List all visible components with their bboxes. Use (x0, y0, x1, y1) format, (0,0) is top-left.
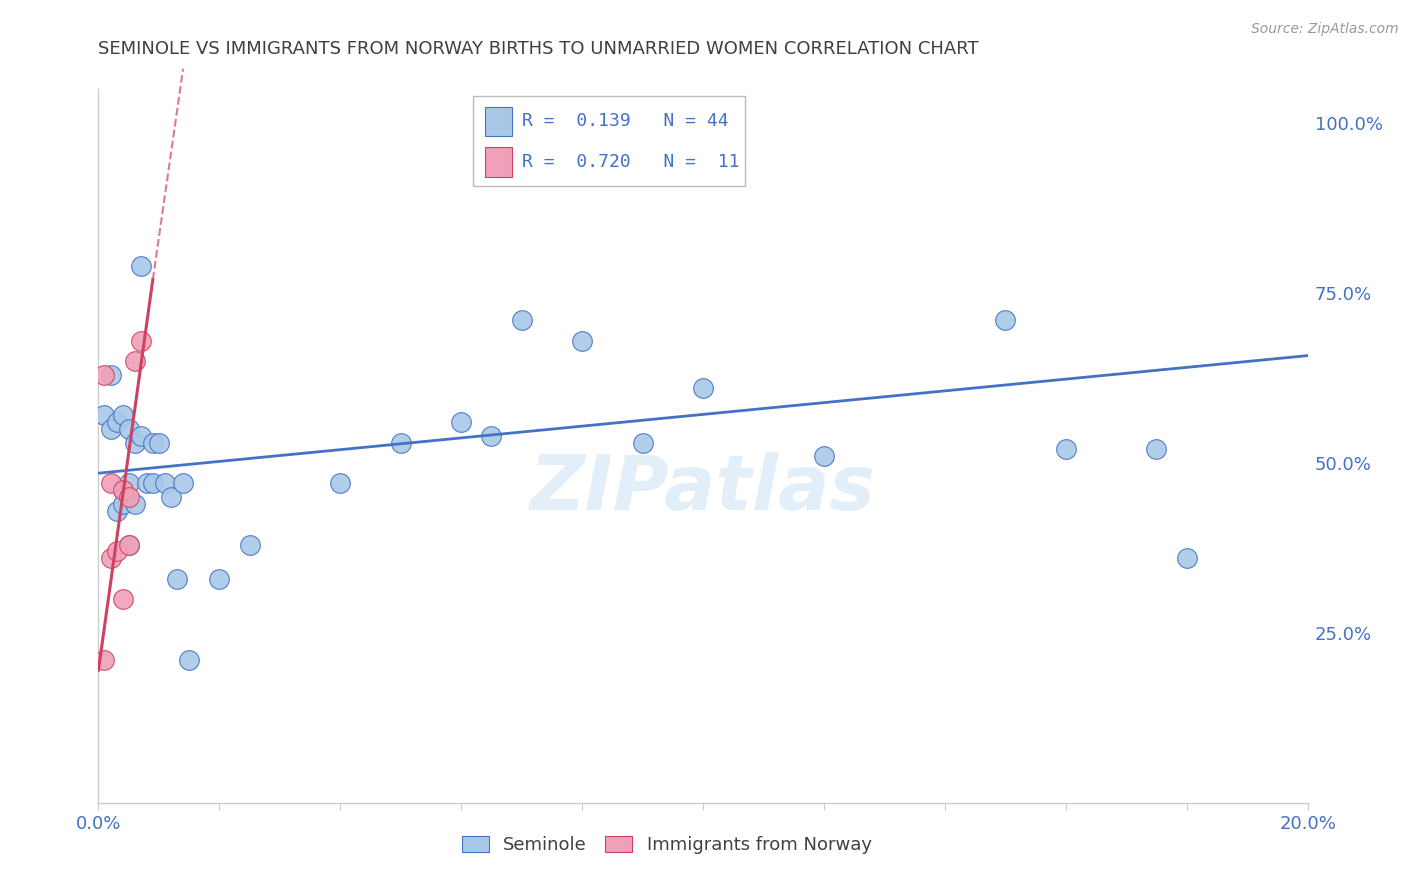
Point (111, 497, 134, 511)
Point (239, 537, 262, 551)
Point (124, 354, 146, 368)
Bar (485, 146, 512, 177)
Point (142, 435, 165, 450)
Point (100, 422, 122, 436)
Point (389, 435, 412, 450)
Y-axis label: Births to Unmarried Women: Births to Unmarried Women (0, 330, 8, 562)
Point (118, 537, 141, 551)
FancyBboxPatch shape (474, 96, 745, 186)
Point (481, 429, 503, 443)
Point (329, 476, 352, 491)
Point (135, 476, 157, 491)
Point (100, 551, 122, 566)
Point (1054, 442, 1077, 457)
Point (1144, 442, 1167, 457)
Point (105, 503, 128, 517)
Point (100, 368, 122, 382)
Point (153, 476, 176, 491)
Bar (485, 106, 512, 136)
Point (571, 334, 593, 348)
Point (93, 409, 115, 423)
Point (179, 653, 201, 667)
Point (111, 483, 134, 498)
Point (124, 497, 146, 511)
Point (111, 591, 134, 606)
Text: R =  0.720   N =  11: R = 0.720 N = 11 (522, 153, 740, 170)
Point (631, 435, 654, 450)
Point (994, 313, 1017, 327)
Point (813, 449, 835, 463)
Point (118, 422, 141, 436)
Point (129, 259, 152, 273)
Point (118, 537, 141, 551)
Point (172, 476, 194, 491)
Text: SEMINOLE VS IMMIGRANTS FROM NORWAY BIRTHS TO UNMARRIED WOMEN CORRELATION CHART: SEMINOLE VS IMMIGRANTS FROM NORWAY BIRTH… (98, 40, 979, 58)
Point (129, 429, 152, 443)
Point (129, 334, 152, 348)
Text: ZIPatlas: ZIPatlas (530, 452, 876, 525)
Point (510, 313, 533, 327)
Point (118, 490, 141, 504)
Point (105, 415, 128, 429)
Point (124, 435, 146, 450)
Point (142, 476, 165, 491)
Point (148, 435, 170, 450)
Point (692, 381, 714, 395)
Point (1175, 551, 1198, 566)
Point (450, 415, 472, 429)
Legend: Seminole, Immigrants from Norway: Seminole, Immigrants from Norway (454, 829, 879, 862)
Text: R =  0.139   N = 44: R = 0.139 N = 44 (522, 112, 728, 130)
Point (166, 572, 188, 586)
Point (118, 476, 141, 491)
Point (93, 653, 115, 667)
Point (111, 483, 134, 498)
Point (100, 476, 122, 491)
Point (105, 544, 128, 558)
Point (93, 368, 115, 382)
Text: Source: ZipAtlas.com: Source: ZipAtlas.com (1251, 22, 1399, 37)
Point (111, 409, 134, 423)
Point (208, 572, 231, 586)
Point (160, 490, 183, 504)
